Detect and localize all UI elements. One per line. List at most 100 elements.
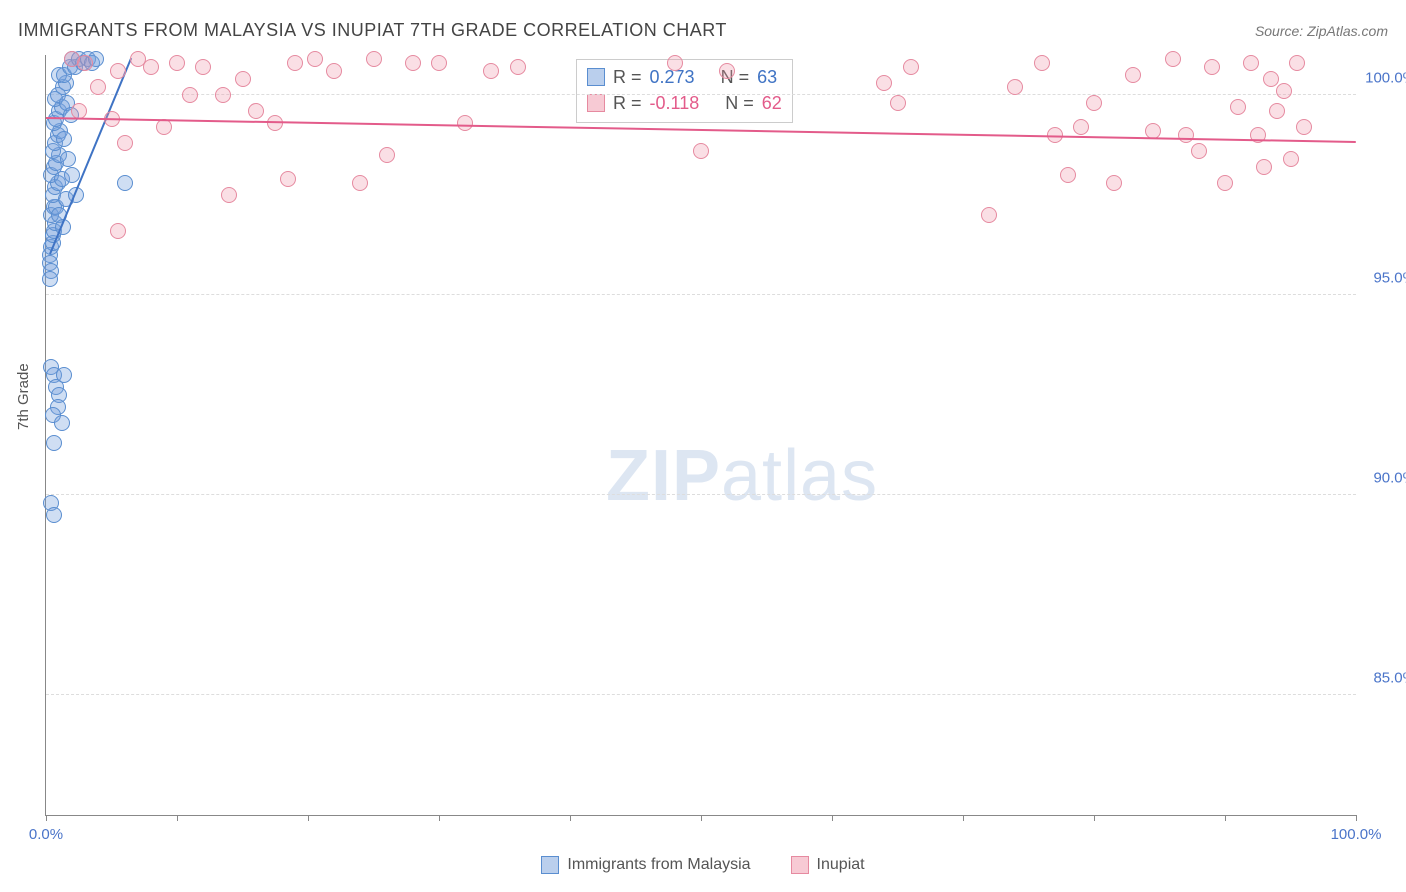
data-point-blue: [46, 435, 62, 451]
data-point-pink: [326, 63, 342, 79]
data-point-pink: [280, 171, 296, 187]
data-point-pink: [352, 175, 368, 191]
data-point-pink: [110, 223, 126, 239]
n-value-blue: 63: [757, 64, 777, 90]
x-tick: [701, 815, 702, 821]
watermark: ZIPatlas: [606, 435, 878, 517]
watermark-atlas: atlas: [721, 436, 878, 516]
data-point-pink: [1204, 59, 1220, 75]
data-point-pink: [1263, 71, 1279, 87]
data-point-pink: [143, 59, 159, 75]
data-point-pink: [379, 147, 395, 163]
x-tick: [1094, 815, 1095, 821]
legend-item-pink: Inupiat: [791, 856, 865, 874]
data-point-blue: [60, 151, 76, 167]
swatch-blue-icon: [587, 68, 605, 86]
data-point-pink: [110, 63, 126, 79]
x-tick-label: 0.0%: [29, 826, 63, 843]
data-point-pink: [1178, 127, 1194, 143]
y-tick-label: 85.0%: [1373, 670, 1406, 687]
data-point-pink: [287, 55, 303, 71]
data-point-blue: [56, 131, 72, 147]
data-point-pink: [876, 75, 892, 91]
data-point-pink: [90, 79, 106, 95]
data-point-pink: [903, 59, 919, 75]
data-point-pink: [1230, 99, 1246, 115]
gridline-h: [46, 94, 1356, 95]
data-point-pink: [1243, 55, 1259, 71]
data-point-pink: [981, 207, 997, 223]
source-label: Source: ZipAtlas.com: [1255, 23, 1388, 39]
data-point-pink: [221, 187, 237, 203]
x-tick: [1225, 815, 1226, 821]
data-point-pink: [235, 71, 251, 87]
data-point-pink: [693, 143, 709, 159]
data-point-pink: [195, 59, 211, 75]
data-point-pink: [77, 55, 93, 71]
header-row: IMMIGRANTS FROM MALAYSIA VS INUPIAT 7TH …: [18, 20, 1388, 41]
r-label-blue: R =: [613, 64, 642, 90]
x-tick: [46, 815, 47, 821]
data-point-pink: [1256, 159, 1272, 175]
data-point-pink: [1086, 95, 1102, 111]
data-point-pink: [719, 63, 735, 79]
legend-swatch-pink-icon: [791, 856, 809, 874]
x-tick: [570, 815, 571, 821]
data-point-pink: [510, 59, 526, 75]
data-point-blue: [42, 271, 58, 287]
data-point-pink: [1283, 151, 1299, 167]
x-tick: [308, 815, 309, 821]
gridline-h: [46, 294, 1356, 295]
legend-label-pink: Inupiat: [817, 856, 865, 874]
data-point-blue: [64, 167, 80, 183]
data-point-pink: [156, 119, 172, 135]
data-point-pink: [457, 115, 473, 131]
legend-item-blue: Immigrants from Malaysia: [541, 856, 750, 874]
bottom-legend: Immigrants from Malaysia Inupiat: [0, 856, 1406, 874]
data-point-pink: [667, 55, 683, 71]
data-point-pink: [117, 135, 133, 151]
source-prefix: Source:: [1255, 23, 1303, 39]
data-point-pink: [1217, 175, 1233, 191]
x-tick: [1356, 815, 1357, 821]
data-point-pink: [248, 103, 264, 119]
x-tick-label: 100.0%: [1331, 826, 1382, 843]
x-tick: [963, 815, 964, 821]
gridline-h: [46, 494, 1356, 495]
plot-area: ZIPatlas R = 0.273 N = 63 R = -0.118 N =…: [45, 55, 1356, 816]
data-point-blue: [54, 415, 70, 431]
data-point-pink: [1289, 55, 1305, 71]
data-point-pink: [483, 63, 499, 79]
x-tick: [177, 815, 178, 821]
data-point-pink: [215, 87, 231, 103]
gridline-h: [46, 694, 1356, 695]
x-tick: [439, 815, 440, 821]
data-point-pink: [1191, 143, 1207, 159]
data-point-pink: [1296, 119, 1312, 135]
data-point-pink: [366, 51, 382, 67]
y-axis-label: 7th Grade: [15, 363, 32, 430]
x-tick: [832, 815, 833, 821]
data-point-pink: [1165, 51, 1181, 67]
data-point-pink: [431, 55, 447, 71]
watermark-zip: ZIP: [606, 436, 721, 516]
y-tick-label: 90.0%: [1373, 470, 1406, 487]
data-point-blue: [56, 367, 72, 383]
data-point-pink: [405, 55, 421, 71]
data-point-pink: [1269, 103, 1285, 119]
data-point-pink: [890, 95, 906, 111]
data-point-pink: [1125, 67, 1141, 83]
data-point-pink: [1034, 55, 1050, 71]
stats-legend-box: R = 0.273 N = 63 R = -0.118 N = 62: [576, 59, 793, 123]
data-point-blue: [46, 507, 62, 523]
y-tick-label: 95.0%: [1373, 270, 1406, 287]
data-point-pink: [307, 51, 323, 67]
data-point-pink: [1073, 119, 1089, 135]
legend-label-blue: Immigrants from Malaysia: [567, 856, 750, 874]
legend-swatch-blue-icon: [541, 856, 559, 874]
data-point-pink: [1007, 79, 1023, 95]
data-point-blue: [117, 175, 133, 191]
stats-row-blue: R = 0.273 N = 63: [587, 64, 782, 90]
data-point-pink: [169, 55, 185, 71]
swatch-pink-icon: [587, 94, 605, 112]
